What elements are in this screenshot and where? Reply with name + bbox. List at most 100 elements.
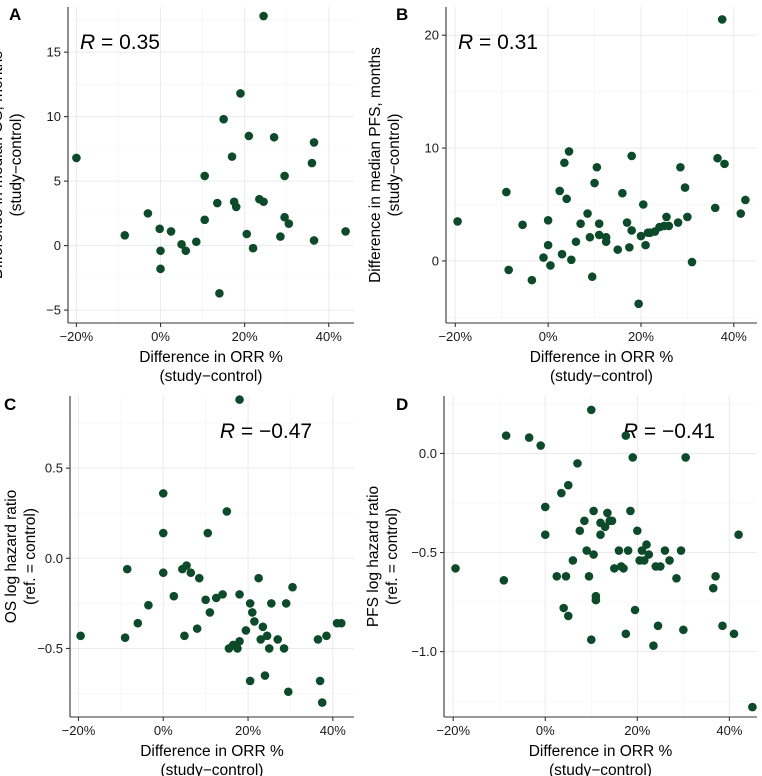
scatter-point — [633, 526, 642, 536]
scatter-point — [76, 631, 85, 641]
scatter-point — [504, 265, 513, 275]
scatter-point — [341, 227, 350, 236]
scatter-point — [259, 197, 268, 207]
scatter-point — [627, 151, 636, 161]
scatter-point — [580, 516, 589, 526]
scatter-point — [283, 687, 293, 697]
x-axis-subtitle: (study−control) — [550, 368, 653, 385]
scatter-point — [734, 530, 743, 540]
x-tick-label: 0% — [154, 723, 173, 738]
scatter-point — [250, 617, 259, 626]
scatter-point — [681, 453, 690, 462]
x-tick-label: −20% — [436, 723, 470, 738]
scatter-point — [245, 599, 255, 608]
scatter-point — [244, 131, 254, 141]
scatter-point — [614, 546, 624, 555]
panel-a: −20% 0% 20% 40% −5 0 5 10 15 Difference in ORR % (… — [0, 5, 354, 385]
y-tick-label: −5 — [46, 303, 61, 318]
x-tick-label: 0% — [151, 329, 170, 344]
scatter-point — [564, 147, 574, 156]
scatter-point — [622, 218, 632, 227]
panel-tag: A — [9, 5, 21, 24]
scatter-point — [336, 618, 346, 628]
scatter-point — [235, 590, 244, 599]
scatter-point — [603, 508, 612, 518]
scatter-point — [166, 227, 176, 236]
scatter-point — [322, 631, 331, 641]
scatter-point — [591, 591, 601, 601]
panel-c: −20% 0% 20% 40% −0.5 0.0 0.5 Difference in ORR … — [3, 395, 354, 776]
scatter-point — [618, 188, 627, 198]
scatter-point — [501, 431, 511, 440]
correlation-symbol: R — [458, 31, 473, 54]
scatter-point — [585, 232, 595, 242]
y-axis-subtitle: (ref. = control) — [22, 508, 39, 605]
scatter-points — [72, 11, 350, 298]
scatter-point — [186, 568, 196, 578]
scatter-point — [540, 530, 550, 540]
scatter-point — [748, 702, 757, 712]
scatter-point — [241, 626, 251, 635]
scatter-point — [156, 264, 165, 274]
scatter-point — [563, 480, 573, 490]
scatter-point — [211, 593, 221, 603]
scatter-point — [518, 220, 527, 230]
panel-tag: D — [396, 395, 408, 414]
scatter-point — [596, 530, 605, 540]
x-axis-subtitle: (study−control) — [549, 762, 652, 776]
scatter-point — [561, 572, 571, 581]
scatter-point — [543, 216, 553, 225]
scatter-point — [260, 671, 270, 680]
correlation-annotation: R = 0.31 — [458, 31, 538, 54]
scatter-points — [453, 15, 750, 309]
scatter-point — [625, 243, 634, 252]
y-axis-title: OS log hazard ratio — [3, 490, 20, 624]
y-tick-label: 0 — [54, 238, 61, 253]
scatter-point — [317, 698, 327, 707]
scatter-point — [242, 229, 252, 239]
scatter-point — [594, 219, 604, 228]
scatter-point — [279, 644, 289, 653]
correlation-value: = 0.31 — [473, 31, 538, 54]
scatter-point — [583, 209, 592, 218]
scatter-point — [562, 194, 571, 204]
x-tick-label: 40% — [721, 329, 747, 344]
y-tick-label: 5 — [54, 174, 61, 189]
scatter-point — [191, 237, 201, 247]
scatter-point — [254, 573, 263, 583]
scatter-point — [619, 564, 628, 573]
scatter-point — [571, 237, 581, 247]
scatter-points — [451, 405, 757, 712]
scatter-point — [584, 572, 594, 581]
correlation-annotation: R = −0.47 — [220, 420, 312, 443]
scatter-point — [155, 224, 164, 234]
scatter-point — [281, 599, 291, 608]
x-axis-title: Difference in ORR % — [529, 743, 673, 760]
scatter-point — [552, 572, 562, 581]
scatter-point — [627, 226, 636, 235]
scatter-point — [653, 621, 663, 631]
scatter-point — [672, 573, 681, 583]
scatter-point — [158, 489, 168, 498]
panel-b: −20% 0% 20% 40% 0 10 20 Difference in ORR % (stu… — [367, 5, 757, 385]
scatter-point — [656, 562, 665, 571]
y-tick-label: 0.0 — [419, 446, 437, 461]
x-axis-subtitle: (study−control) — [160, 368, 263, 385]
scatter-point — [560, 158, 569, 168]
scatter-point — [313, 635, 323, 644]
scatter-point — [676, 162, 685, 172]
scatter-point — [203, 528, 213, 538]
scatter-point — [215, 289, 224, 298]
x-tick-label: 20% — [232, 329, 258, 344]
scatter-point — [568, 556, 578, 565]
x-tick-label: 0% — [536, 723, 555, 738]
scatter-point — [72, 153, 81, 163]
scatter-point — [280, 171, 289, 181]
scatter-point — [641, 240, 650, 250]
scatter-point — [269, 132, 279, 142]
scatter-point — [587, 272, 597, 282]
scatter-point — [233, 644, 242, 653]
scatter-point — [621, 629, 631, 639]
x-tick-label: −20% — [62, 723, 96, 738]
